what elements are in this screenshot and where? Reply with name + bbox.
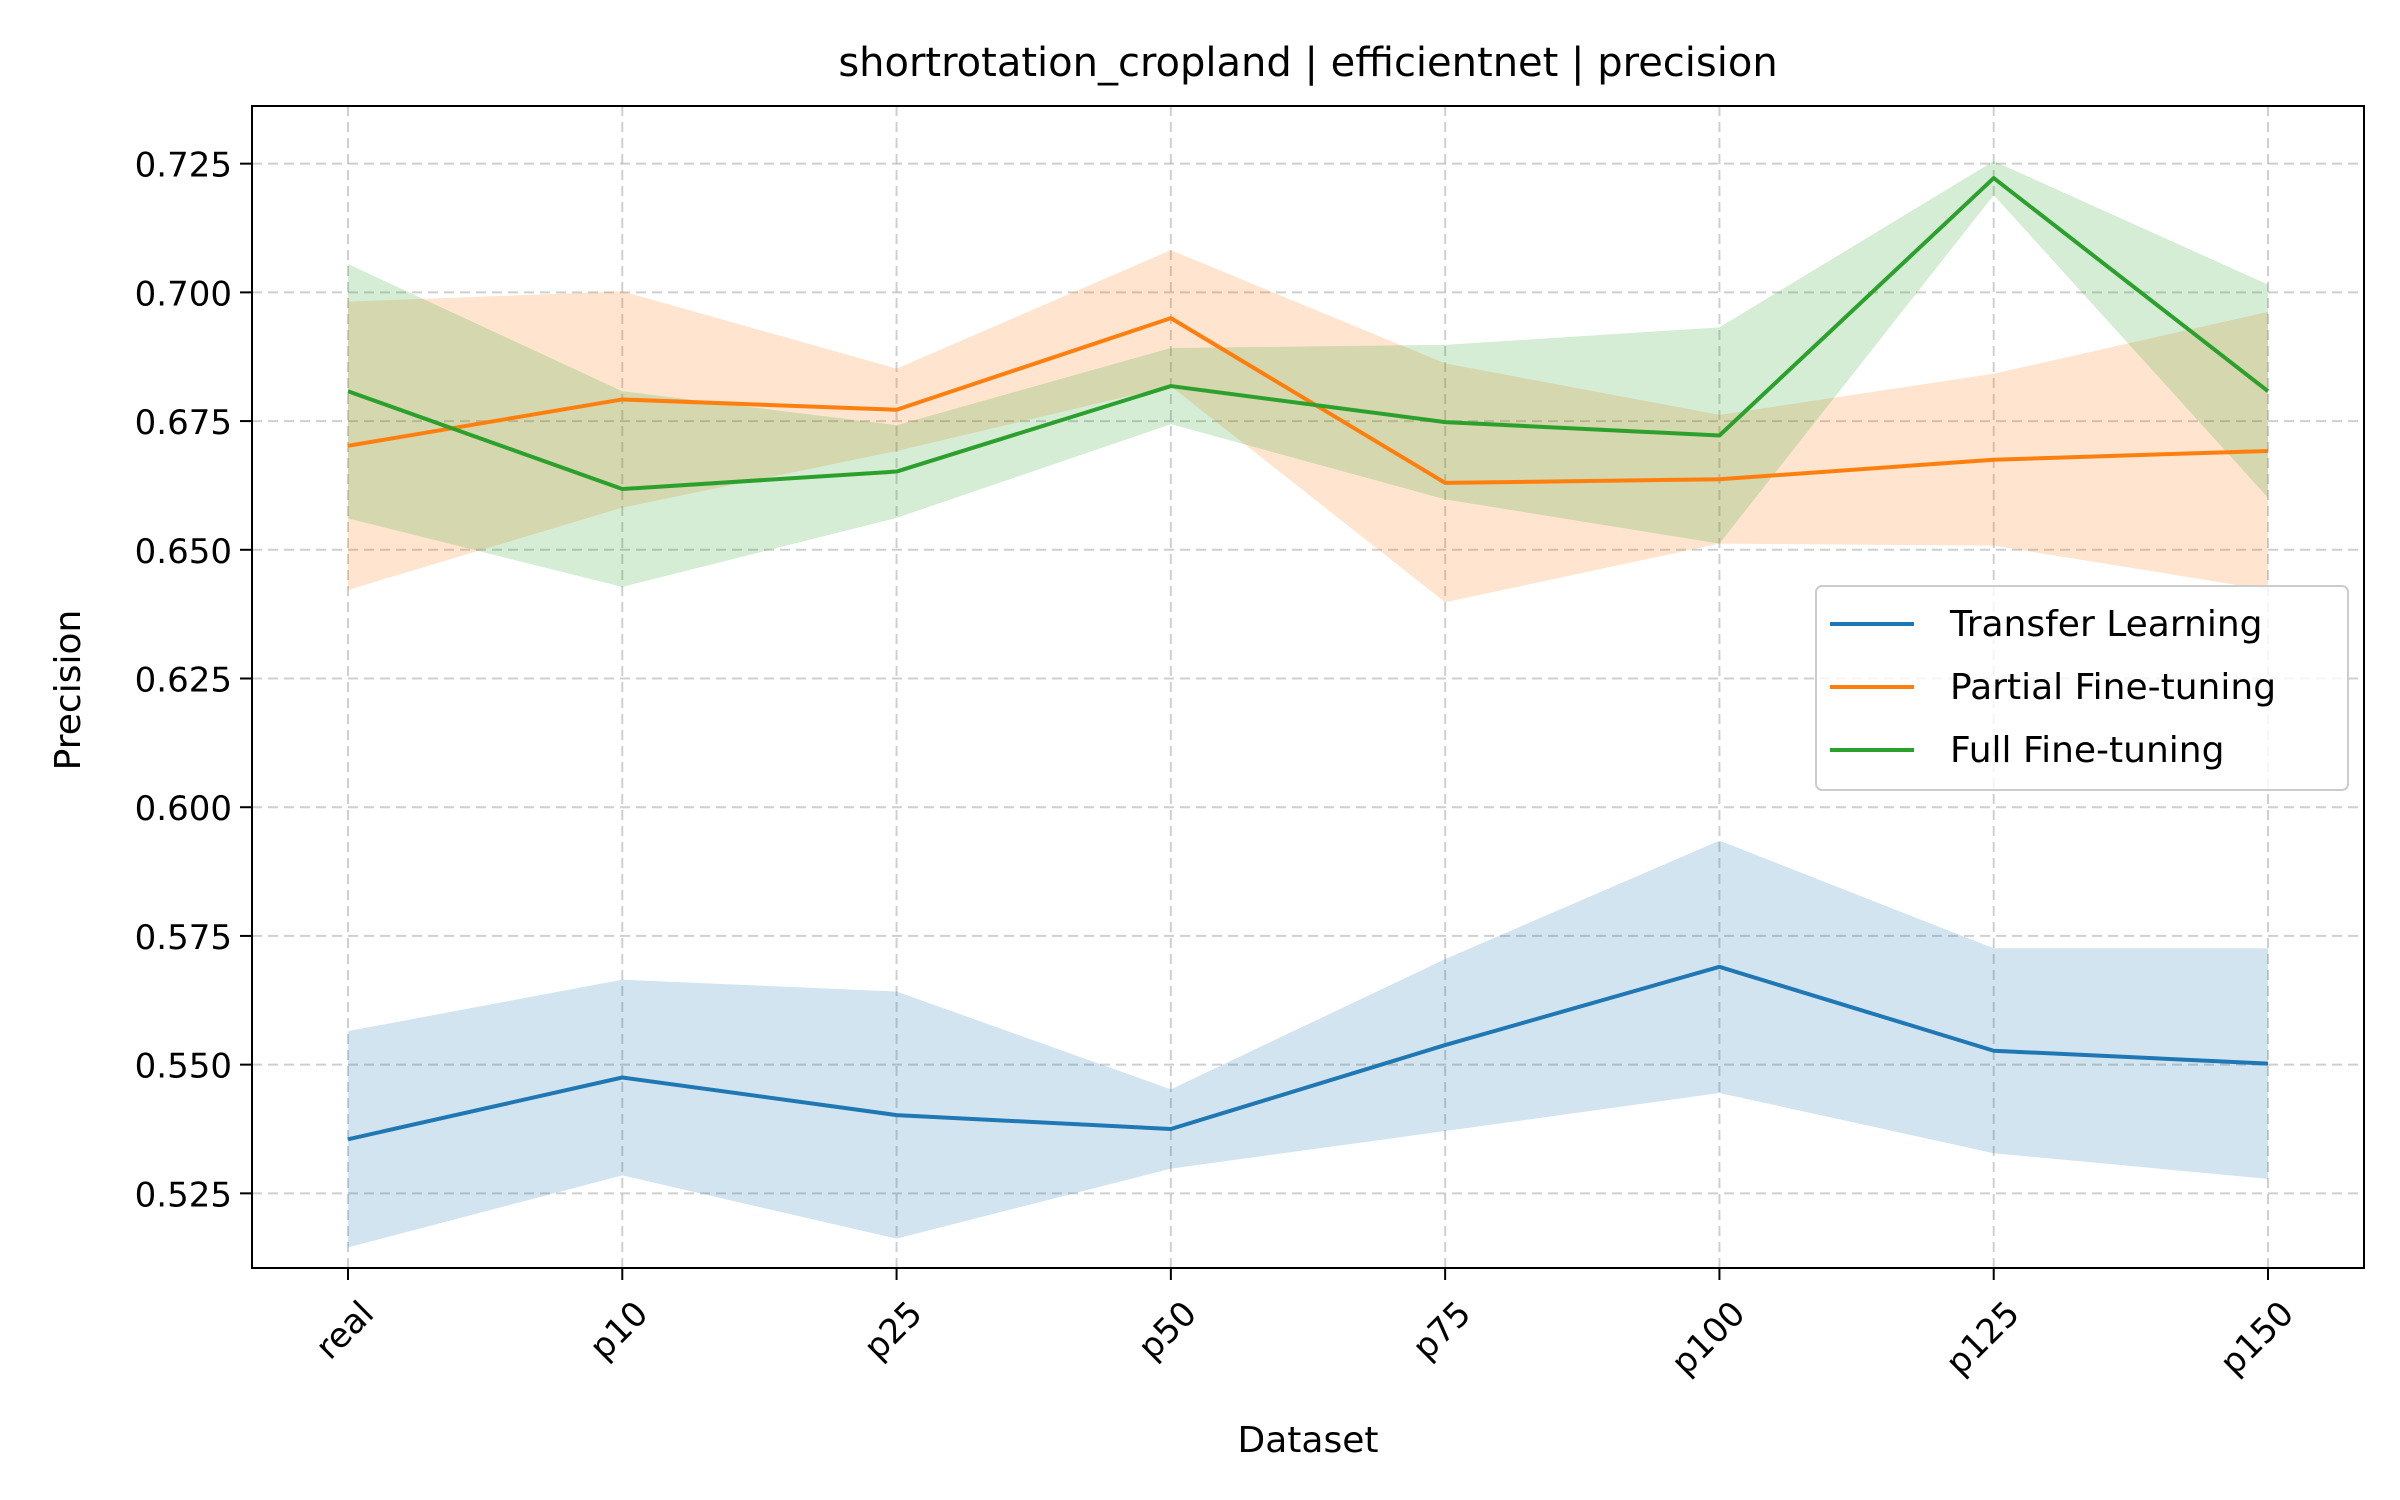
y-tick-label: 0.600 [135, 789, 232, 829]
series-line [347, 964, 2269, 1142]
y-axis-label: Precision [48, 610, 89, 771]
y-tick-label: 0.650 [135, 532, 232, 572]
y-tick-label: 0.575 [135, 918, 232, 958]
y-tick-label: 0.550 [135, 1047, 232, 1087]
confidence-band [348, 840, 2268, 1248]
legend: Transfer Learning Partial Fine-tuning Full… [1815, 585, 2349, 791]
plot-frame [251, 105, 2365, 1269]
confidence-bands [348, 161, 2268, 1248]
legend-box [1815, 585, 2349, 791]
y-tick-label: 0.525 [135, 1175, 232, 1215]
series-lines [347, 176, 2270, 1142]
y-tick-label: 0.625 [135, 661, 232, 701]
confidence-band [348, 161, 2268, 587]
series-line [347, 316, 2269, 485]
chart-title: shortrotation_cropland | efficientnet | … [838, 40, 1777, 86]
y-tick-label: 0.675 [135, 403, 232, 443]
y-tick-label: 0.725 [135, 146, 232, 186]
confidence-band [348, 250, 2268, 603]
y-axis-ticks: 0.525 0.550 0.575 0.600 0.625 0.650 0.675 0.700… [135, 146, 252, 1215]
legend-label: Transfer Learning [1949, 604, 2263, 645]
x-axis-label: Dataset [1238, 1420, 1379, 1461]
y-tick-label: 0.700 [135, 274, 232, 314]
series-line [347, 176, 2270, 492]
legend-label: Partial Fine-tuning [1950, 667, 2276, 708]
legend-label: Full Fine-tuning [1950, 730, 2224, 771]
grid [252, 106, 2364, 1268]
